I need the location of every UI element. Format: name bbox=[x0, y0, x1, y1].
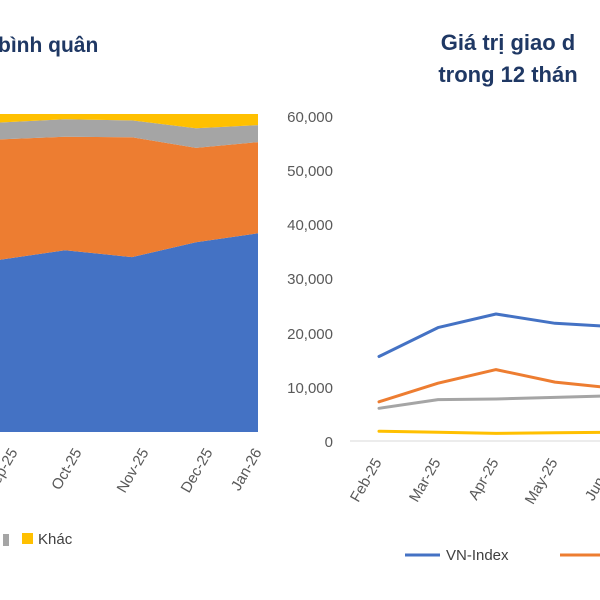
x-tick-label: Feb-25 bbox=[347, 456, 385, 506]
x-tick-label: Dec-25 bbox=[178, 446, 217, 496]
x-tick-label: Jun-25 bbox=[582, 456, 600, 504]
legend-label-vnindex: VN-Index bbox=[446, 547, 509, 564]
x-axis-labels: Sep-25 Oct-25 Nov-25 Dec-25 Jan-26 bbox=[0, 446, 265, 496]
legend-label-khac: Khác bbox=[38, 531, 73, 548]
left-chart-title: bình quân bbox=[0, 34, 98, 57]
line-chart: Giá trị giao d trong 12 thán Feb-25 Mar-2… bbox=[347, 30, 600, 564]
area-series-series-2 bbox=[0, 136, 258, 260]
y-tick-label: 50,000 bbox=[287, 163, 333, 180]
y-axis-labels: 60,000 50,000 40,000 30,000 20,000 10,000 0 bbox=[287, 109, 333, 451]
x-tick-label: Jan-26 bbox=[228, 446, 266, 494]
x-tick-label: May-25 bbox=[522, 456, 562, 508]
y-tick-label: 10,000 bbox=[287, 380, 333, 397]
area-series-series-1 bbox=[0, 233, 258, 432]
right-chart-title-line1: Giá trị giao d bbox=[441, 30, 575, 55]
legend-swatch-khac bbox=[22, 533, 33, 544]
x-tick-label: Sep-25 bbox=[0, 446, 21, 496]
x-tick-label: Apr-25 bbox=[465, 456, 502, 503]
right-legend: VN-Index bbox=[405, 547, 600, 564]
x-tick-label: Oct-25 bbox=[48, 446, 85, 493]
y-tick-label: 20,000 bbox=[287, 326, 333, 343]
line-series-vn-index bbox=[377, 312, 600, 358]
area-series-series-3 bbox=[0, 119, 258, 148]
y-tick-label: 0 bbox=[325, 434, 333, 451]
stacked-area-chart: bình quân Sep-25 Oct-25 Nov-25 Dec-25 Jan-26… bbox=[0, 34, 265, 548]
left-legend: Khác bbox=[3, 531, 73, 548]
y-tick-label: 30,000 bbox=[287, 271, 333, 288]
line-series-series-4 bbox=[377, 429, 600, 435]
line-series-series-3 bbox=[377, 394, 600, 410]
area-series-kh-c bbox=[0, 114, 258, 129]
line-layer bbox=[377, 312, 600, 435]
area-layer bbox=[0, 114, 258, 432]
legend-swatch-partial bbox=[3, 534, 9, 546]
right-chart-title-line2: trong 12 thán bbox=[438, 62, 577, 87]
y-tick-label: 60,000 bbox=[287, 109, 333, 126]
x-tick-label: Mar-25 bbox=[406, 456, 444, 506]
x-axis-labels: Feb-25 Mar-25 Apr-25 May-25 Jun-25 bbox=[347, 456, 600, 508]
x-tick-label: Nov-25 bbox=[114, 446, 153, 496]
line-series-series-2 bbox=[377, 368, 600, 404]
y-tick-label: 40,000 bbox=[287, 217, 333, 234]
